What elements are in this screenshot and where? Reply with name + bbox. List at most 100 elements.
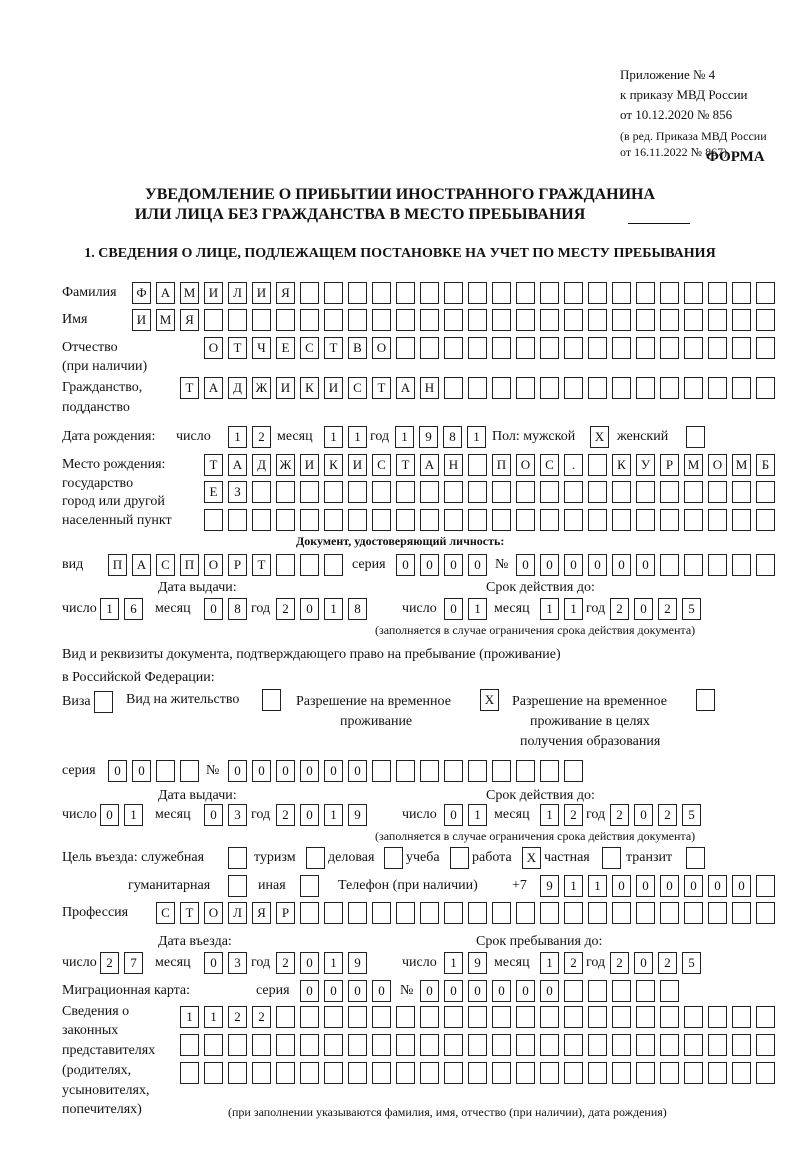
char-cell[interactable]: 0 — [228, 760, 247, 782]
char-cell[interactable] — [420, 760, 439, 782]
char-cell[interactable] — [372, 1006, 391, 1028]
char-cell[interactable] — [396, 1062, 415, 1084]
char-cell[interactable]: Б — [756, 454, 775, 476]
char-cell[interactable] — [468, 282, 487, 304]
char-cell[interactable] — [444, 337, 463, 359]
char-cell[interactable] — [636, 309, 655, 331]
checkbox[interactable] — [384, 847, 403, 869]
char-cell[interactable]: А — [156, 282, 175, 304]
char-cell[interactable] — [708, 509, 727, 531]
char-cell[interactable]: 0 — [444, 804, 463, 826]
char-cell[interactable] — [732, 902, 751, 924]
char-cell[interactable]: 2 — [564, 952, 583, 974]
char-cell[interactable]: Д — [252, 454, 271, 476]
char-cell[interactable] — [636, 980, 655, 1002]
char-cell[interactable] — [444, 481, 463, 503]
char-cell[interactable] — [444, 1062, 463, 1084]
char-cell[interactable] — [756, 282, 775, 304]
char-cell[interactable] — [588, 454, 607, 476]
char-cell[interactable] — [684, 377, 703, 399]
char-cell[interactable] — [684, 1034, 703, 1056]
char-cell[interactable] — [300, 1034, 319, 1056]
char-cell[interactable] — [300, 1006, 319, 1028]
char-cell[interactable]: 0 — [108, 760, 127, 782]
char-cell[interactable]: 1 — [588, 875, 607, 897]
char-cell[interactable] — [588, 1034, 607, 1056]
char-cell[interactable]: О — [204, 337, 223, 359]
char-cell[interactable]: 2 — [610, 804, 629, 826]
char-cell[interactable] — [396, 902, 415, 924]
char-cell[interactable]: 0 — [588, 554, 607, 576]
char-cell[interactable] — [324, 509, 343, 531]
char-cell[interactable] — [708, 1006, 727, 1028]
char-cell[interactable] — [444, 377, 463, 399]
checkbox[interactable] — [94, 691, 113, 713]
char-cell[interactable]: 0 — [634, 804, 653, 826]
char-cell[interactable]: М — [156, 309, 175, 331]
char-cell[interactable] — [612, 377, 631, 399]
char-cell[interactable] — [756, 337, 775, 359]
char-cell[interactable]: С — [540, 454, 559, 476]
char-cell[interactable]: Ф — [132, 282, 151, 304]
char-cell[interactable] — [444, 760, 463, 782]
char-cell[interactable]: 2 — [252, 1006, 271, 1028]
char-cell[interactable]: 0 — [444, 554, 463, 576]
char-cell[interactable] — [612, 980, 631, 1002]
char-cell[interactable]: 1 — [564, 598, 583, 620]
char-cell[interactable] — [300, 282, 319, 304]
char-cell[interactable]: П — [108, 554, 127, 576]
char-cell[interactable]: О — [516, 454, 535, 476]
char-cell[interactable] — [588, 282, 607, 304]
char-cell[interactable] — [588, 509, 607, 531]
char-cell[interactable] — [708, 481, 727, 503]
char-cell[interactable]: 1 — [468, 598, 487, 620]
char-cell[interactable]: 0 — [100, 804, 119, 826]
char-cell[interactable] — [612, 902, 631, 924]
char-cell[interactable] — [708, 377, 727, 399]
char-cell[interactable] — [516, 337, 535, 359]
char-cell[interactable]: 0 — [540, 980, 559, 1002]
checkbox[interactable]: X — [522, 847, 541, 869]
char-cell[interactable]: 0 — [468, 980, 487, 1002]
char-cell[interactable] — [468, 481, 487, 503]
char-cell[interactable]: 0 — [420, 554, 439, 576]
char-cell[interactable]: 1 — [324, 952, 343, 974]
char-cell[interactable]: О — [204, 554, 223, 576]
char-cell[interactable] — [540, 282, 559, 304]
char-cell[interactable] — [396, 481, 415, 503]
char-cell[interactable] — [396, 509, 415, 531]
char-cell[interactable]: И — [276, 377, 295, 399]
char-cell[interactable] — [660, 282, 679, 304]
char-cell[interactable] — [732, 282, 751, 304]
char-cell[interactable]: К — [324, 454, 343, 476]
char-cell[interactable]: 0 — [516, 554, 535, 576]
char-cell[interactable]: М — [180, 282, 199, 304]
char-cell[interactable] — [324, 1006, 343, 1028]
char-cell[interactable]: С — [372, 454, 391, 476]
char-cell[interactable] — [252, 509, 271, 531]
char-cell[interactable]: О — [204, 902, 223, 924]
char-cell[interactable] — [684, 554, 703, 576]
char-cell[interactable]: 1 — [324, 426, 343, 448]
char-cell[interactable]: Л — [228, 902, 247, 924]
char-cell[interactable] — [492, 1034, 511, 1056]
char-cell[interactable] — [732, 377, 751, 399]
char-cell[interactable] — [540, 1034, 559, 1056]
char-cell[interactable]: 2 — [658, 952, 677, 974]
char-cell[interactable] — [636, 509, 655, 531]
char-cell[interactable] — [660, 481, 679, 503]
char-cell[interactable]: 1 — [324, 804, 343, 826]
char-cell[interactable] — [492, 337, 511, 359]
char-cell[interactable] — [396, 1006, 415, 1028]
char-cell[interactable]: 0 — [348, 980, 367, 1002]
char-cell[interactable] — [588, 980, 607, 1002]
char-cell[interactable]: И — [348, 454, 367, 476]
char-cell[interactable] — [420, 902, 439, 924]
char-cell[interactable] — [636, 282, 655, 304]
char-cell[interactable]: 7 — [124, 952, 143, 974]
char-cell[interactable]: С — [156, 902, 175, 924]
char-cell[interactable] — [492, 481, 511, 503]
char-cell[interactable] — [516, 481, 535, 503]
char-cell[interactable]: 1 — [540, 598, 559, 620]
char-cell[interactable] — [372, 282, 391, 304]
